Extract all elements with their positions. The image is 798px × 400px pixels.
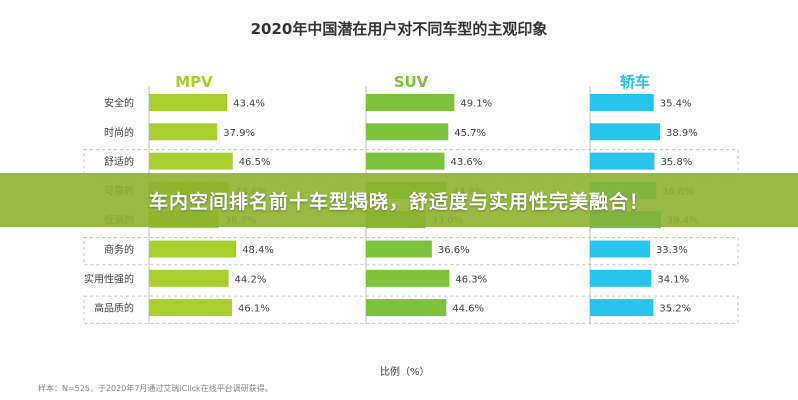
data-label: 37.9% [223, 128, 255, 139]
bar [590, 94, 654, 111]
bar [590, 123, 661, 141]
headline-banner: 车内空间排名前十车型揭晓，舒适度与实用性完美融合！ [0, 173, 798, 227]
bar [590, 269, 652, 287]
bar [149, 94, 228, 111]
bar [366, 94, 455, 111]
data-label: 43.4% [233, 99, 265, 110]
bar [149, 299, 232, 317]
data-label: 38.9% [666, 128, 698, 139]
source-note: 样本：N=525，于2020年7月通过艾瑞iClick在线平台调研获得。 [38, 384, 273, 393]
data-label: 49.1% [460, 99, 492, 110]
data-label: 35.2% [659, 304, 691, 315]
series-header: 轿车 [620, 73, 650, 91]
category-label: 高品质的 [94, 302, 134, 315]
data-label: 48.4% [242, 245, 274, 256]
data-label: 43.6% [450, 157, 482, 168]
data-label: 33.3% [656, 245, 688, 256]
data-label: 36.6% [438, 245, 470, 256]
highlight-box [83, 295, 739, 324]
category-label: 舒适的 [104, 155, 134, 168]
category-label: 时尚的 [104, 126, 134, 139]
bar [590, 240, 650, 258]
data-label: 46.1% [238, 304, 270, 315]
bar [366, 240, 432, 258]
data-label: 35.4% [660, 99, 692, 110]
highlight-box [83, 237, 739, 266]
data-label: 44.6% [452, 304, 484, 315]
bar [366, 269, 450, 287]
data-label: 44.2% [235, 274, 267, 285]
category-label: 实用性强的 [84, 272, 134, 285]
bar [366, 299, 447, 317]
bar [366, 123, 449, 141]
bar [149, 269, 229, 287]
series-header: MPV [175, 73, 213, 91]
data-label: 34.1% [657, 274, 689, 285]
series-header: SUV [394, 73, 429, 91]
bar [149, 240, 237, 258]
category-label: 商务的 [104, 243, 134, 256]
bar [149, 123, 218, 141]
chart-title: 2020年中国潜在用户对不同车型的主观印象 [250, 20, 548, 38]
data-label: 46.3% [455, 274, 487, 285]
data-label: 45.7% [454, 128, 486, 139]
data-label: 46.5% [239, 157, 271, 168]
bar [590, 299, 654, 317]
headline-text: 车内空间排名前十车型揭晓，舒适度与实用性完美融合！ [148, 190, 649, 213]
bar [149, 152, 233, 170]
category-label: 安全的 [104, 97, 134, 110]
data-label: 35.8% [660, 157, 692, 168]
bar [590, 152, 655, 170]
bar [366, 152, 445, 170]
x-axis-label: 比例（%） [380, 367, 430, 378]
